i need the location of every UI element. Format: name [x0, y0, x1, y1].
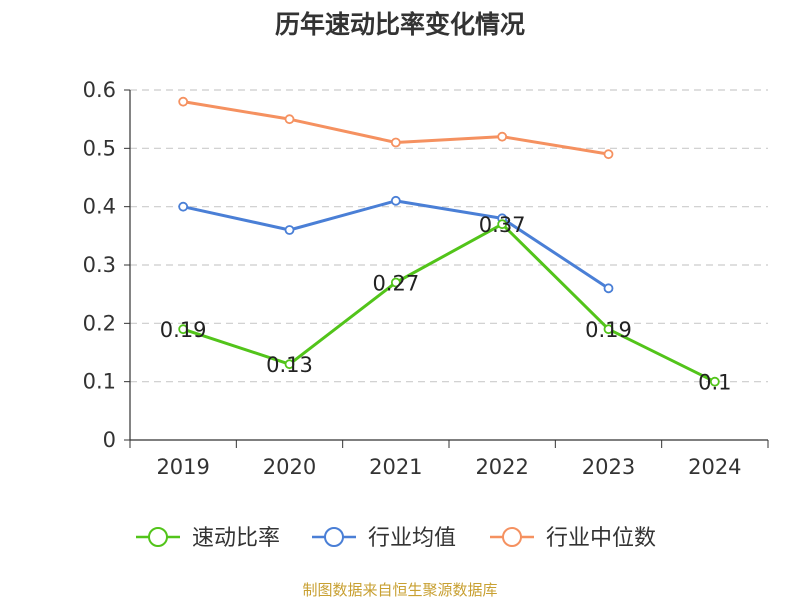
data-point	[178, 201, 189, 212]
series-line	[182, 222, 716, 384]
y-tick-label: 0.2	[83, 311, 116, 335]
data-label: 0.27	[372, 272, 419, 296]
y-tick-label: 0.6	[83, 78, 116, 102]
grid-lines	[130, 89, 768, 383]
legend-label: 速动比率	[192, 526, 280, 551]
x-tick-label: 2020	[263, 455, 316, 479]
series-group	[178, 96, 720, 387]
legend: 速动比率 行业均值 行业中位数	[136, 526, 656, 551]
legend-label: 行业均值	[368, 526, 456, 551]
data-labels: 0.19 0.13 0.27 0.37 0.19 0.1	[160, 213, 732, 394]
y-tick-label: 0	[103, 428, 116, 452]
axes: 0 0.1 0.2 0.3 0.4 0.5 0.6 2019 2020 2021 2022 2023 2…	[83, 78, 769, 479]
x-tick-label: 2023	[582, 455, 635, 479]
y-tick-label: 0.4	[83, 195, 116, 219]
data-point	[497, 131, 508, 142]
data-point	[390, 137, 401, 148]
chart-title: 历年速动比率变化情况	[275, 10, 525, 39]
legend-marker	[324, 527, 344, 547]
data-point	[603, 149, 614, 160]
x-tick-label: 2022	[475, 455, 528, 479]
data-point	[390, 277, 401, 288]
data-label: 0.13	[266, 353, 313, 377]
data-label: 0.1	[698, 371, 731, 395]
data-point	[603, 324, 614, 335]
data-point	[178, 324, 189, 335]
data-point	[497, 219, 508, 230]
data-point	[603, 283, 614, 294]
data-point	[284, 114, 295, 125]
source-note: 制图数据来自恒生聚源数据库	[302, 581, 497, 599]
data-point	[178, 96, 189, 107]
data-label: 0.19	[585, 318, 632, 342]
legend-marker	[502, 527, 522, 547]
x-tick-label: 2024	[688, 455, 741, 479]
legend-label: 行业中位数	[546, 526, 656, 551]
y-tick-label: 0.5	[83, 136, 116, 160]
data-point	[390, 195, 401, 206]
x-tick-label: 2019	[156, 455, 209, 479]
y-tick-label: 0.1	[83, 370, 116, 394]
y-tick-label: 0.3	[83, 253, 116, 277]
data-point	[284, 225, 295, 235]
x-tick-label: 2021	[369, 455, 422, 479]
data-point	[284, 359, 295, 370]
data-label: 0.37	[479, 213, 526, 237]
data-label: 0.19	[160, 318, 207, 342]
data-point	[709, 376, 720, 387]
legend-marker	[148, 527, 168, 547]
